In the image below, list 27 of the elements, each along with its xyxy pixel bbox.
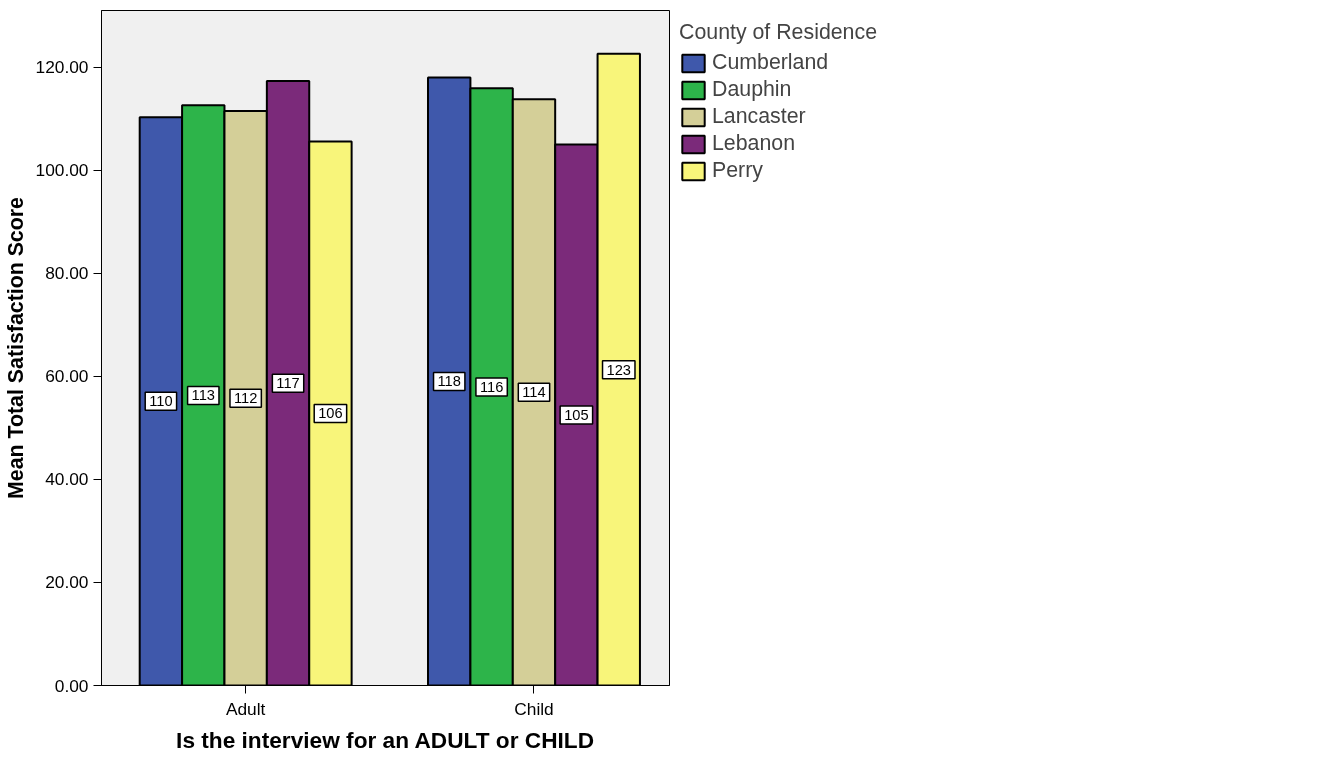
data-label: 105 (564, 406, 589, 423)
legend-label: Dauphin (712, 77, 792, 102)
legend-label: Perry (712, 158, 763, 183)
legend-label: Lancaster (712, 104, 806, 129)
y-tick-label: 60.00 (45, 366, 89, 387)
y-tick-label: 20.00 (45, 572, 89, 593)
data-label: 117 (276, 375, 300, 392)
data-label: 106 (318, 405, 343, 422)
data-label: 114 (522, 384, 546, 401)
legend-title: County of Residence (679, 20, 877, 45)
data-label: 116 (479, 378, 504, 395)
data-label: 123 (606, 361, 631, 378)
legend-label: Lebanon (712, 131, 796, 156)
y-tick-label: 0.00 (54, 675, 89, 696)
y-tick-label: 120.00 (35, 57, 89, 78)
y-axis-title: Mean Total Satisfaction Score (3, 196, 28, 499)
data-label: 110 (149, 393, 173, 410)
data-label: 118 (437, 373, 461, 390)
x-tick-label: Child (514, 698, 554, 719)
data-label: 112 (233, 390, 258, 407)
x-axis-title: Is the interview for an ADULT or CHILD (176, 726, 595, 753)
x-tick-label: Adult (225, 698, 266, 719)
y-tick-label: 40.00 (45, 469, 89, 490)
y-tick-label: 80.00 (45, 263, 89, 284)
legend-label: Cumberland (712, 50, 829, 75)
data-label: 113 (191, 387, 215, 404)
y-tick-label: 100.00 (35, 160, 89, 181)
